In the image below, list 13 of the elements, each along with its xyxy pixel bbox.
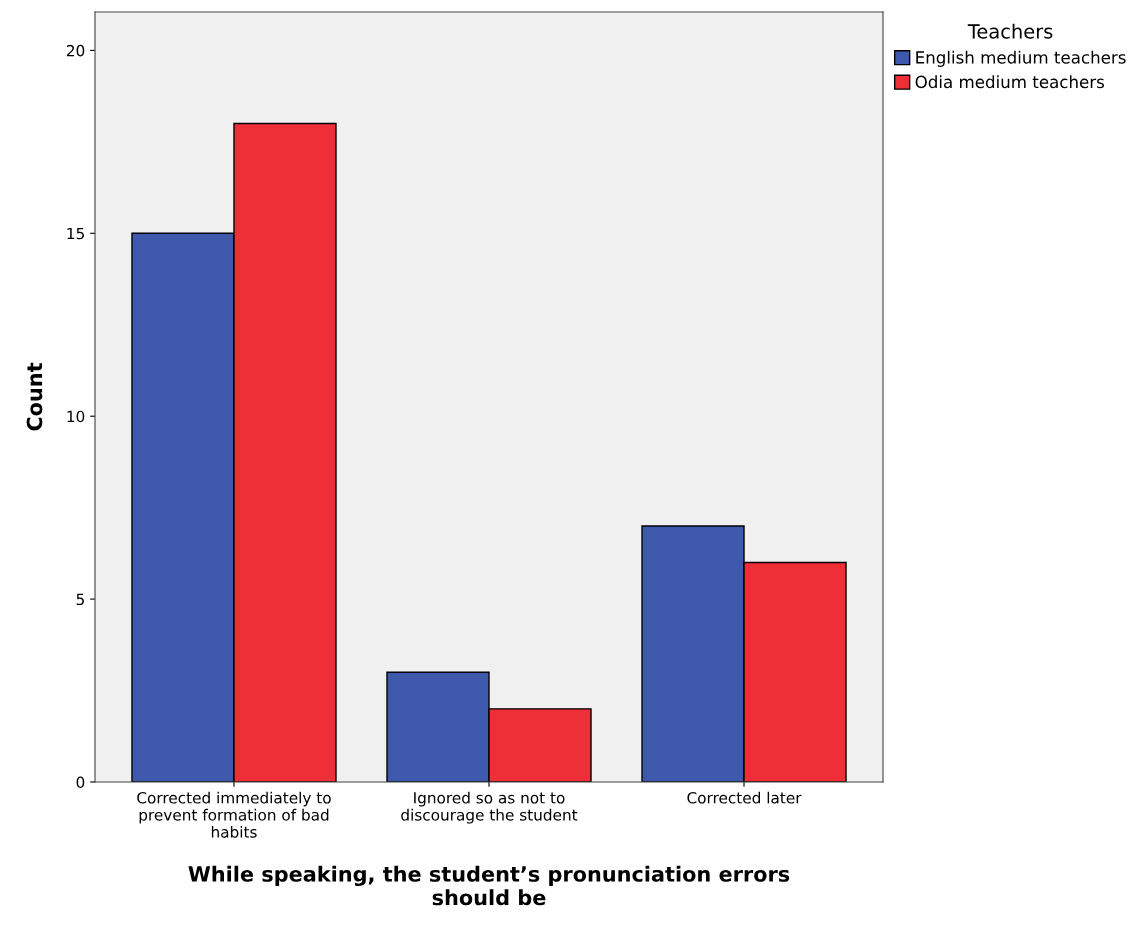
y-tick-label: 10 <box>67 410 85 423</box>
legend-title: Teachers <box>967 23 1053 39</box>
legend-label: Odia medium teachers <box>915 75 1105 89</box>
y-tick-label: 0 <box>76 776 85 789</box>
y-tick-label: 5 <box>76 593 84 606</box>
y-tick-label: 15 <box>67 227 84 240</box>
x-tick-label: Corrected immediately to prevent formation of bad habits <box>137 791 331 838</box>
x-tick-label: Corrected later <box>687 791 802 804</box>
y-axis-title: Count <box>26 362 43 431</box>
y-tick-label: 20 <box>66 44 85 57</box>
x-axis-title: While speaking, the student’s pronunciation errors should be <box>188 865 790 906</box>
x-tick-label: Ignored so as not to discourage the student <box>401 791 578 824</box>
legend-label: English medium teachers <box>916 50 1126 67</box>
